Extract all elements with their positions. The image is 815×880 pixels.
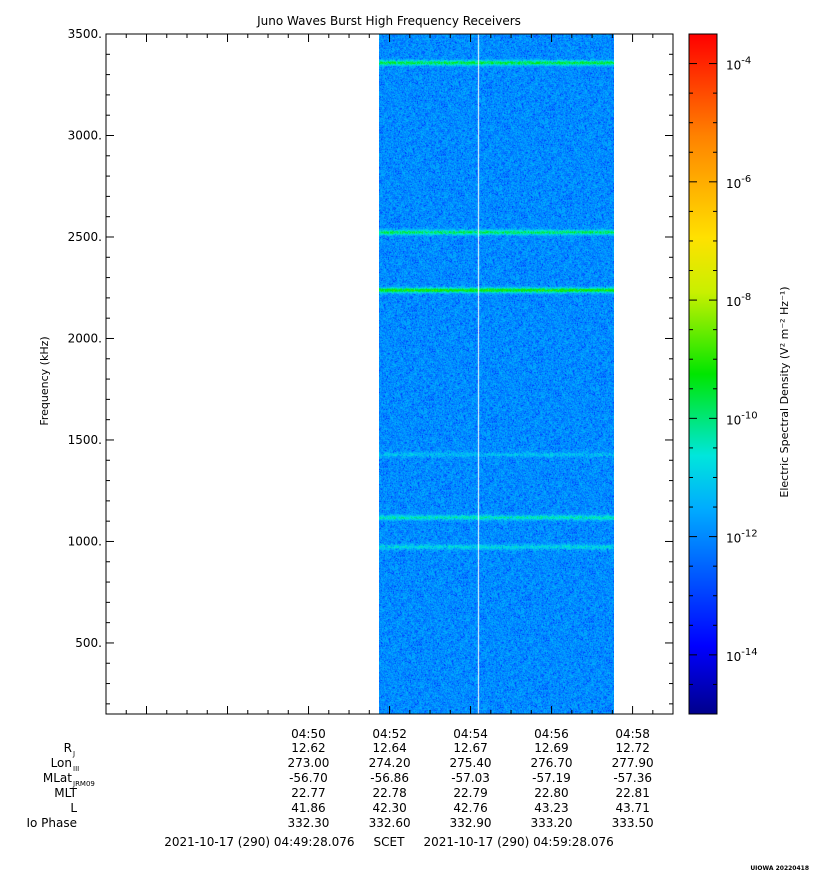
ephemeris-value: 276.70 [530, 756, 572, 770]
colorbar-tick-label: 10-10 [726, 410, 758, 427]
ephemeris-value: 332.60 [369, 816, 411, 830]
time-range-label: 2021-10-17 (290) 04:49:28.076 SCET 2021-… [164, 835, 614, 849]
x-tick-label: 04:54 [453, 727, 488, 741]
y-axis-label: Frequency (kHz) [38, 336, 51, 425]
ephemeris-value: 12.69 [534, 741, 568, 755]
ephemeris-value: -57.19 [532, 771, 571, 785]
colorbar-tick-label: 10-12 [726, 529, 758, 546]
ephemeris-value: 12.64 [372, 741, 406, 755]
ephemeris-value: 42.76 [453, 801, 487, 815]
ephemeris-value: 22.77 [291, 786, 325, 800]
ephemeris-row-label: MLat [43, 771, 72, 785]
ephemeris-value: 22.78 [372, 786, 406, 800]
ephemeris-value: 12.62 [291, 741, 325, 755]
ephemeris-value: 333.50 [612, 816, 654, 830]
colorbar-tick-label: 10-6 [726, 174, 751, 191]
ephemeris-row-subscript: III [73, 765, 79, 773]
ephemeris-value: 333.20 [530, 816, 572, 830]
ephemeris-value: 273.00 [287, 756, 329, 770]
y-tick-label: 500. [75, 636, 102, 650]
ephemeris-row-label: L [70, 801, 77, 815]
ephemeris-value: 43.23 [534, 801, 568, 815]
footer-stamp: UIOWA 20220418 [750, 865, 809, 872]
ephemeris-row-subscript: J [72, 750, 75, 758]
axes: 500. 1000. 1500. 2000. 2500. 3000. 3500. 04:50 0… [68, 27, 674, 741]
colorbar-label: Electric Spectral Density (V² m⁻² Hz⁻¹) [778, 286, 791, 497]
colorbar-tick-label: 10-8 [726, 292, 751, 309]
ephemeris-value: 332.90 [450, 816, 492, 830]
spectrogram-image [379, 34, 614, 714]
plot-area [379, 34, 614, 714]
colorbar-tick-label: 10-4 [726, 56, 751, 73]
ephemeris-value: 12.67 [453, 741, 487, 755]
ephemeris-value: 274.20 [369, 756, 411, 770]
y-tick-label: 3500. [68, 27, 102, 41]
ephemeris-table: R J 12.62 12.64 12.67 12.69 12.72 Lon III 273.00 2… [26, 741, 653, 830]
y-tick-label: 1500. [68, 433, 102, 447]
ephemeris-row-label: R [64, 741, 72, 755]
ephemeris-row-label: MLT [54, 786, 77, 800]
x-tick-label: 04:52 [372, 727, 407, 741]
y-tick-label: 2000. [68, 331, 102, 345]
colorbar-tick-label: 10-14 [726, 647, 758, 664]
chart-title: Juno Waves Burst High Frequency Receiver… [256, 14, 521, 28]
x-tick-label: 04:50 [291, 727, 326, 741]
ephemeris-value: 277.90 [612, 756, 654, 770]
ephemeris-value: 22.81 [615, 786, 649, 800]
y-tick-label: 3000. [68, 128, 102, 142]
ephemeris-value: 275.40 [450, 756, 492, 770]
ephemeris-value: 332.30 [287, 816, 329, 830]
x-tick-label: 04:56 [534, 727, 569, 741]
ephemeris-value: 41.86 [291, 801, 325, 815]
y-tick-label: 1000. [68, 534, 102, 548]
ephemeris-value: 22.80 [534, 786, 568, 800]
ephemeris-value: 12.72 [615, 741, 649, 755]
ephemeris-value: 42.30 [372, 801, 406, 815]
x-tick-label: 04:58 [615, 727, 650, 741]
y-tick-label: 2500. [68, 230, 102, 244]
ephemeris-row-label: Io Phase [26, 816, 77, 830]
ephemeris-row-label: Lon [51, 756, 72, 770]
ephemeris-value: -56.70 [289, 771, 328, 785]
ephemeris-value: -56.86 [370, 771, 409, 785]
ephemeris-value: -57.36 [613, 771, 652, 785]
ephemeris-value: -57.03 [451, 771, 490, 785]
colorbar-gradient [688, 33, 718, 715]
ephemeris-value: 22.79 [453, 786, 487, 800]
ephemeris-row-subscript: JRM09 [72, 780, 95, 788]
ephemeris-value: 43.71 [615, 801, 649, 815]
colorbar: 10-14 10-12 10-10 10-8 10-6 10-4 [688, 33, 758, 715]
